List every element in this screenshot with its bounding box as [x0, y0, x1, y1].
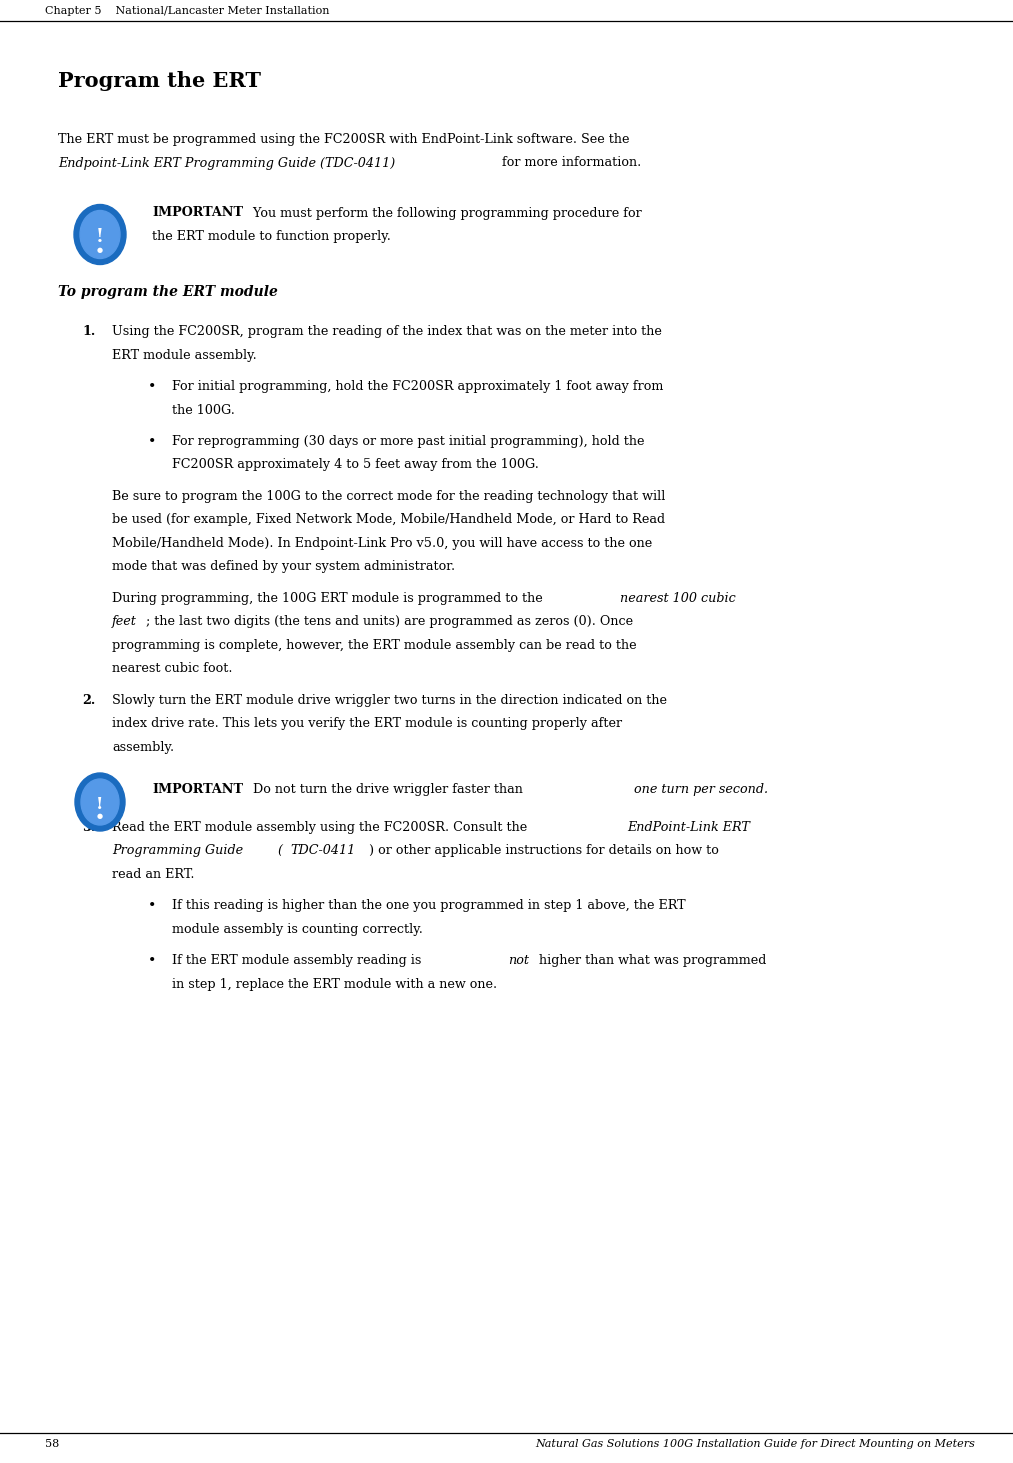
Ellipse shape: [74, 205, 126, 265]
Text: Using the FC200SR, program the reading of the index that was on the meter into t: Using the FC200SR, program the reading o…: [112, 325, 661, 338]
Text: !: !: [96, 228, 104, 246]
Text: Endpoint-Link ERT Programming Guide (TDC-0411): Endpoint-Link ERT Programming Guide (TDC…: [58, 157, 395, 170]
Text: one turn per second.: one turn per second.: [634, 783, 768, 796]
Text: IMPORTANT: IMPORTANT: [152, 783, 243, 796]
Text: EndPoint-Link ERT: EndPoint-Link ERT: [627, 821, 750, 834]
Text: programming is complete, however, the ERT module assembly can be read to the: programming is complete, however, the ER…: [112, 639, 636, 652]
Text: FC200SR approximately 4 to 5 feet away from the 100G.: FC200SR approximately 4 to 5 feet away f…: [172, 458, 539, 471]
Text: 2.: 2.: [82, 693, 95, 707]
Text: You must perform the following programming procedure for: You must perform the following programmi…: [245, 206, 642, 219]
Text: During programming, the 100G ERT module is programmed to the: During programming, the 100G ERT module …: [112, 593, 547, 606]
Text: the ERT module to function properly.: the ERT module to function properly.: [152, 230, 391, 243]
Text: (: (: [274, 844, 283, 857]
Text: 3.: 3.: [82, 821, 95, 834]
Text: If this reading is higher than the one you programmed in step 1 above, the ERT: If this reading is higher than the one y…: [172, 900, 686, 913]
Text: feet: feet: [112, 616, 137, 629]
Text: 58: 58: [45, 1440, 59, 1448]
Text: index drive rate. This lets you verify the ERT module is counting properly after: index drive rate. This lets you verify t…: [112, 717, 622, 730]
Text: ; the last two digits (the tens and units) are programmed as zeros (0). Once: ; the last two digits (the tens and unit…: [147, 616, 633, 629]
Text: IMPORTANT: IMPORTANT: [152, 206, 243, 219]
Text: Program the ERT: Program the ERT: [58, 72, 261, 91]
Ellipse shape: [75, 772, 125, 831]
Text: in step 1, replace the ERT module with a new one.: in step 1, replace the ERT module with a…: [172, 977, 497, 990]
Ellipse shape: [80, 211, 120, 259]
Text: •: •: [148, 900, 156, 913]
Text: •: •: [148, 435, 156, 449]
Text: higher than what was programmed: higher than what was programmed: [535, 954, 767, 967]
Text: !: !: [96, 796, 103, 813]
Text: Slowly turn the ERT module drive wriggler two turns in the direction indicated o: Slowly turn the ERT module drive wriggle…: [112, 693, 667, 707]
Text: Mobile/Handheld Mode). In Endpoint-Link Pro v5.0, you will have access to the on: Mobile/Handheld Mode). In Endpoint-Link …: [112, 537, 652, 550]
Text: For reprogramming (30 days or more past initial programming), hold the: For reprogramming (30 days or more past …: [172, 435, 644, 448]
Text: If the ERT module assembly reading is: If the ERT module assembly reading is: [172, 954, 425, 967]
Text: nearest cubic foot.: nearest cubic foot.: [112, 663, 233, 676]
Text: for more information.: for more information.: [498, 157, 641, 170]
Text: the 100G.: the 100G.: [172, 404, 235, 417]
Text: •: •: [148, 380, 156, 394]
Text: Read the ERT module assembly using the FC200SR. Consult the: Read the ERT module assembly using the F…: [112, 821, 531, 834]
Text: read an ERT.: read an ERT.: [112, 868, 194, 881]
Text: assembly.: assembly.: [112, 740, 174, 753]
Text: •: •: [148, 954, 156, 969]
Text: ERT module assembly.: ERT module assembly.: [112, 348, 256, 361]
Text: Natural Gas Solutions 100G Installation Guide for Direct Mounting on Meters: Natural Gas Solutions 100G Installation …: [535, 1440, 975, 1448]
Text: ●: ●: [97, 246, 103, 255]
Text: Do not turn the drive wriggler faster than: Do not turn the drive wriggler faster th…: [245, 783, 527, 796]
Text: nearest 100 cubic: nearest 100 cubic: [620, 593, 735, 606]
Text: mode that was defined by your system administrator.: mode that was defined by your system adm…: [112, 560, 455, 573]
Ellipse shape: [81, 778, 119, 825]
Text: ●: ●: [97, 812, 103, 821]
Text: ) or other applicable instructions for details on how to: ) or other applicable instructions for d…: [369, 844, 719, 857]
Text: TDC-0411: TDC-0411: [290, 844, 356, 857]
Text: 1.: 1.: [82, 325, 95, 338]
Text: module assembly is counting correctly.: module assembly is counting correctly.: [172, 923, 422, 936]
Text: Be sure to program the 100G to the correct mode for the reading technology that : Be sure to program the 100G to the corre…: [112, 490, 666, 503]
Text: Chapter 5    National/Lancaster Meter Installation: Chapter 5 National/Lancaster Meter Insta…: [45, 6, 329, 16]
Text: Programming Guide: Programming Guide: [112, 844, 243, 857]
Text: be used (for example, Fixed Network Mode, Mobile/Handheld Mode, or Hard to Read: be used (for example, Fixed Network Mode…: [112, 514, 666, 527]
Text: For initial programming, hold the FC200SR approximately 1 foot away from: For initial programming, hold the FC200S…: [172, 380, 664, 394]
Text: not: not: [508, 954, 529, 967]
Text: The ERT must be programmed using the FC200SR with EndPoint-Link software. See th: The ERT must be programmed using the FC2…: [58, 133, 629, 146]
Text: To program the ERT module: To program the ERT module: [58, 285, 278, 298]
